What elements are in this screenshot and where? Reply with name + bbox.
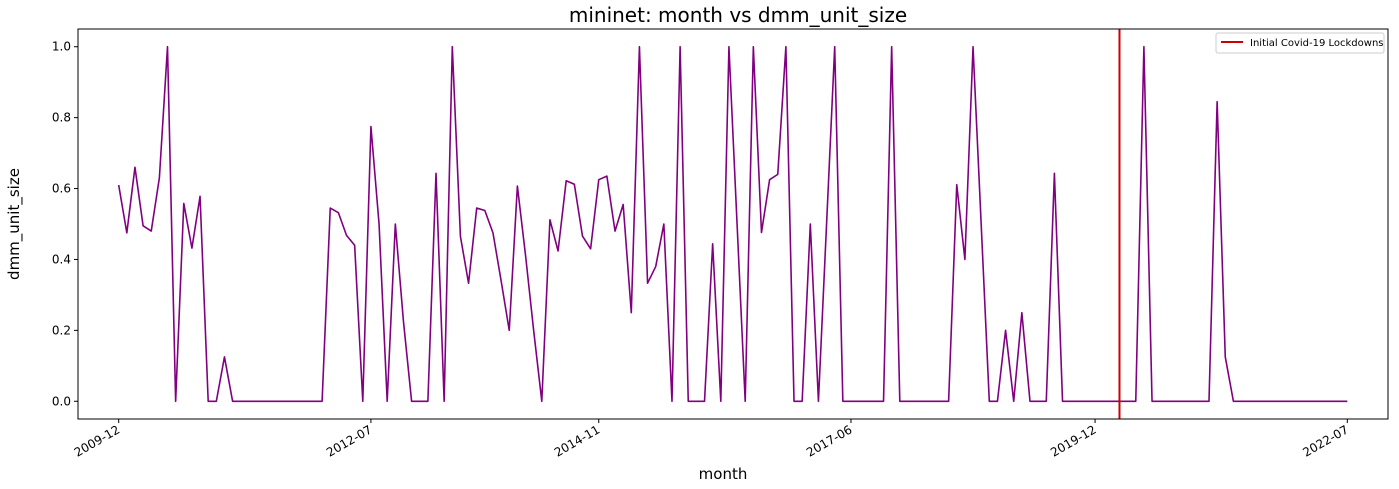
y-tick-label: 0.8 — [52, 111, 71, 125]
x-tick-label: 2017-06 — [804, 422, 854, 459]
y-axis-label: dmm_unit_size — [5, 168, 24, 280]
y-tick-label: 0.0 — [52, 394, 71, 408]
legend-box — [1215, 32, 1385, 54]
y-tick-label: 0.2 — [52, 323, 71, 337]
x-axis: 2009-12 2012-07 2014-11 2017-06 2019-12 2022-… — [72, 419, 1351, 460]
x-tick-label: 2019-12 — [1048, 422, 1098, 459]
y-axis: 0.0 0.2 0.4 0.6 0.8 1.0 — [52, 40, 78, 408]
plot-frame — [77, 28, 1389, 420]
x-tick-label: 2009-12 — [72, 422, 122, 459]
x-tick-label: 2022-07 — [1300, 422, 1350, 459]
chart-title: mininet: month vs dmm_unit_size — [569, 3, 907, 27]
y-tick-label: 0.4 — [52, 252, 71, 266]
y-tick-label: 1.0 — [52, 40, 71, 54]
y-tick-label: 0.6 — [52, 182, 71, 196]
legend-label: Initial Covid-19 Lockdowns — [1250, 38, 1384, 49]
x-tick-label: 2012-07 — [324, 422, 374, 459]
series-line — [117, 45, 1348, 403]
legend: Initial Covid-19 Lockdowns — [1215, 32, 1385, 54]
plot-area — [117, 29, 1348, 419]
x-axis-label: month — [699, 465, 748, 483]
x-tick-label: 2014-11 — [552, 422, 602, 459]
